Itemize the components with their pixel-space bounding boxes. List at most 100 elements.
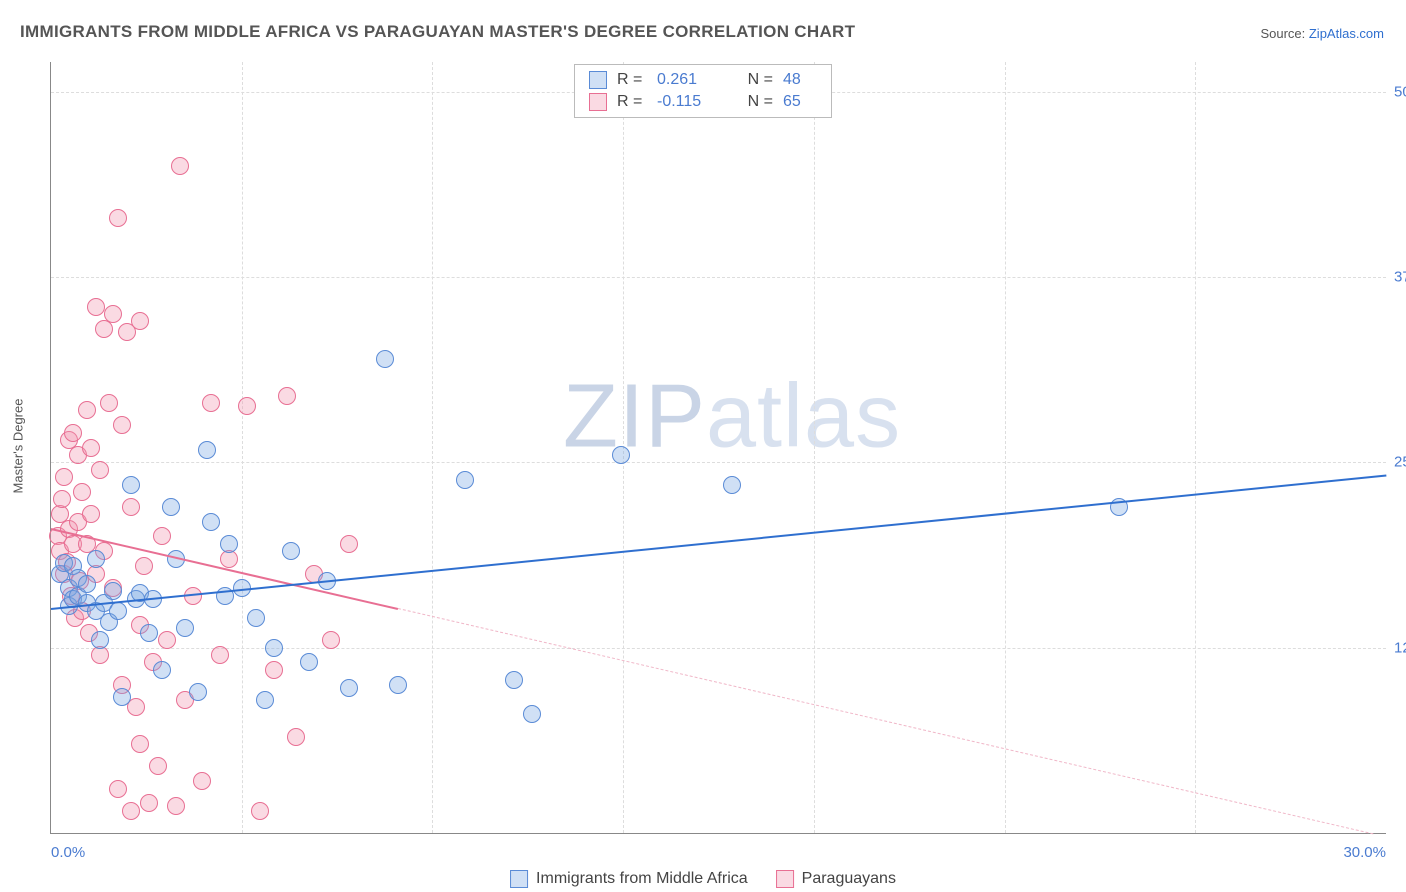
scatter-point-blue	[220, 535, 238, 553]
y-tick-label: 37.5%	[1386, 268, 1406, 285]
r-label: R =	[617, 93, 647, 111]
scatter-point-pink	[158, 631, 176, 649]
legend-swatch-blue	[510, 870, 528, 888]
gridline-h	[51, 462, 1386, 463]
scatter-point-blue	[78, 575, 96, 593]
scatter-point-blue	[176, 619, 194, 637]
scatter-point-pink	[104, 305, 122, 323]
scatter-point-blue	[140, 624, 158, 642]
scatter-point-blue	[389, 676, 407, 694]
scatter-point-pink	[193, 772, 211, 790]
scatter-point-pink	[73, 483, 91, 501]
scatter-point-blue	[300, 653, 318, 671]
scatter-point-pink	[122, 498, 140, 516]
scatter-point-pink	[78, 401, 96, 419]
legend-item-pink: Paraguayans	[776, 870, 896, 888]
scatter-point-pink	[171, 157, 189, 175]
scatter-point-pink	[265, 661, 283, 679]
correlation-legend: R = 0.261 N = 48 R = -0.115 N = 65	[574, 64, 832, 118]
scatter-point-pink	[131, 312, 149, 330]
scatter-point-blue	[87, 550, 105, 568]
scatter-point-blue	[113, 688, 131, 706]
gridline-h	[51, 277, 1386, 278]
watermark-zip: ZIP	[563, 366, 706, 466]
scatter-point-pink	[122, 802, 140, 820]
scatter-point-blue	[282, 542, 300, 560]
legend-row-blue: R = 0.261 N = 48	[575, 69, 831, 91]
x-tick-label: 30.0%	[1343, 844, 1386, 861]
watermark-atlas: atlas	[706, 366, 901, 466]
scatter-point-pink	[287, 728, 305, 746]
gridline-h	[51, 648, 1386, 649]
x-tick-label: 0.0%	[51, 844, 85, 861]
scatter-point-pink	[87, 298, 105, 316]
scatter-point-pink	[53, 490, 71, 508]
scatter-point-pink	[153, 527, 171, 545]
scatter-point-pink	[238, 397, 256, 415]
scatter-point-pink	[140, 794, 158, 812]
scatter-point-pink	[202, 394, 220, 412]
scatter-point-pink	[82, 505, 100, 523]
scatter-point-blue	[109, 602, 127, 620]
r-value-blue: 0.261	[657, 71, 727, 89]
legend-item-blue: Immigrants from Middle Africa	[510, 870, 748, 888]
y-axis-label: Master's Degree	[11, 399, 26, 494]
scatter-plot: ZIPatlas 12.5%25.0%37.5%50.0%0.0%30.0%	[50, 62, 1386, 834]
scatter-point-blue	[376, 350, 394, 368]
scatter-point-pink	[91, 461, 109, 479]
scatter-point-pink	[109, 209, 127, 227]
gridline-v	[814, 62, 815, 833]
scatter-point-pink	[251, 802, 269, 820]
scatter-point-blue	[247, 609, 265, 627]
gridline-v	[1005, 62, 1006, 833]
scatter-point-blue	[256, 691, 274, 709]
scatter-point-pink	[82, 439, 100, 457]
scatter-point-pink	[149, 757, 167, 775]
scatter-point-pink	[135, 557, 153, 575]
scatter-point-blue	[162, 498, 180, 516]
scatter-point-pink	[340, 535, 358, 553]
trend-line	[51, 474, 1386, 609]
scatter-point-pink	[100, 394, 118, 412]
legend-swatch-blue	[589, 71, 607, 89]
gridline-v	[242, 62, 243, 833]
page-title: IMMIGRANTS FROM MIDDLE AFRICA VS PARAGUA…	[20, 22, 855, 42]
legend-label-blue: Immigrants from Middle Africa	[536, 870, 748, 888]
scatter-point-blue	[340, 679, 358, 697]
scatter-point-blue	[153, 661, 171, 679]
scatter-point-blue	[202, 513, 220, 531]
scatter-point-blue	[523, 705, 541, 723]
source-link[interactable]: ZipAtlas.com	[1309, 26, 1384, 41]
scatter-point-blue	[505, 671, 523, 689]
scatter-point-pink	[322, 631, 340, 649]
series-legend: Immigrants from Middle Africa Paraguayan…	[510, 870, 896, 888]
legend-row-pink: R = -0.115 N = 65	[575, 91, 831, 113]
scatter-point-blue	[198, 441, 216, 459]
y-tick-label: 12.5%	[1386, 639, 1406, 656]
gridline-v	[432, 62, 433, 833]
source-prefix: Source:	[1260, 26, 1308, 41]
legend-swatch-pink	[776, 870, 794, 888]
scatter-point-blue	[104, 582, 122, 600]
scatter-point-pink	[113, 416, 131, 434]
trend-line	[398, 608, 1373, 834]
scatter-point-pink	[278, 387, 296, 405]
scatter-point-blue	[265, 639, 283, 657]
r-label: R =	[617, 71, 647, 89]
scatter-point-pink	[109, 780, 127, 798]
scatter-point-pink	[55, 468, 73, 486]
y-tick-label: 50.0%	[1386, 83, 1406, 100]
r-value-pink: -0.115	[657, 93, 727, 111]
scatter-point-blue	[122, 476, 140, 494]
n-label: N =	[737, 71, 773, 89]
n-value-pink: 65	[783, 93, 817, 111]
scatter-point-pink	[211, 646, 229, 664]
n-label: N =	[737, 93, 773, 111]
scatter-point-blue	[723, 476, 741, 494]
y-tick-label: 25.0%	[1386, 454, 1406, 471]
scatter-point-pink	[167, 797, 185, 815]
scatter-point-blue	[91, 631, 109, 649]
n-value-blue: 48	[783, 71, 817, 89]
scatter-point-blue	[612, 446, 630, 464]
source-label: Source: ZipAtlas.com	[1260, 26, 1384, 41]
